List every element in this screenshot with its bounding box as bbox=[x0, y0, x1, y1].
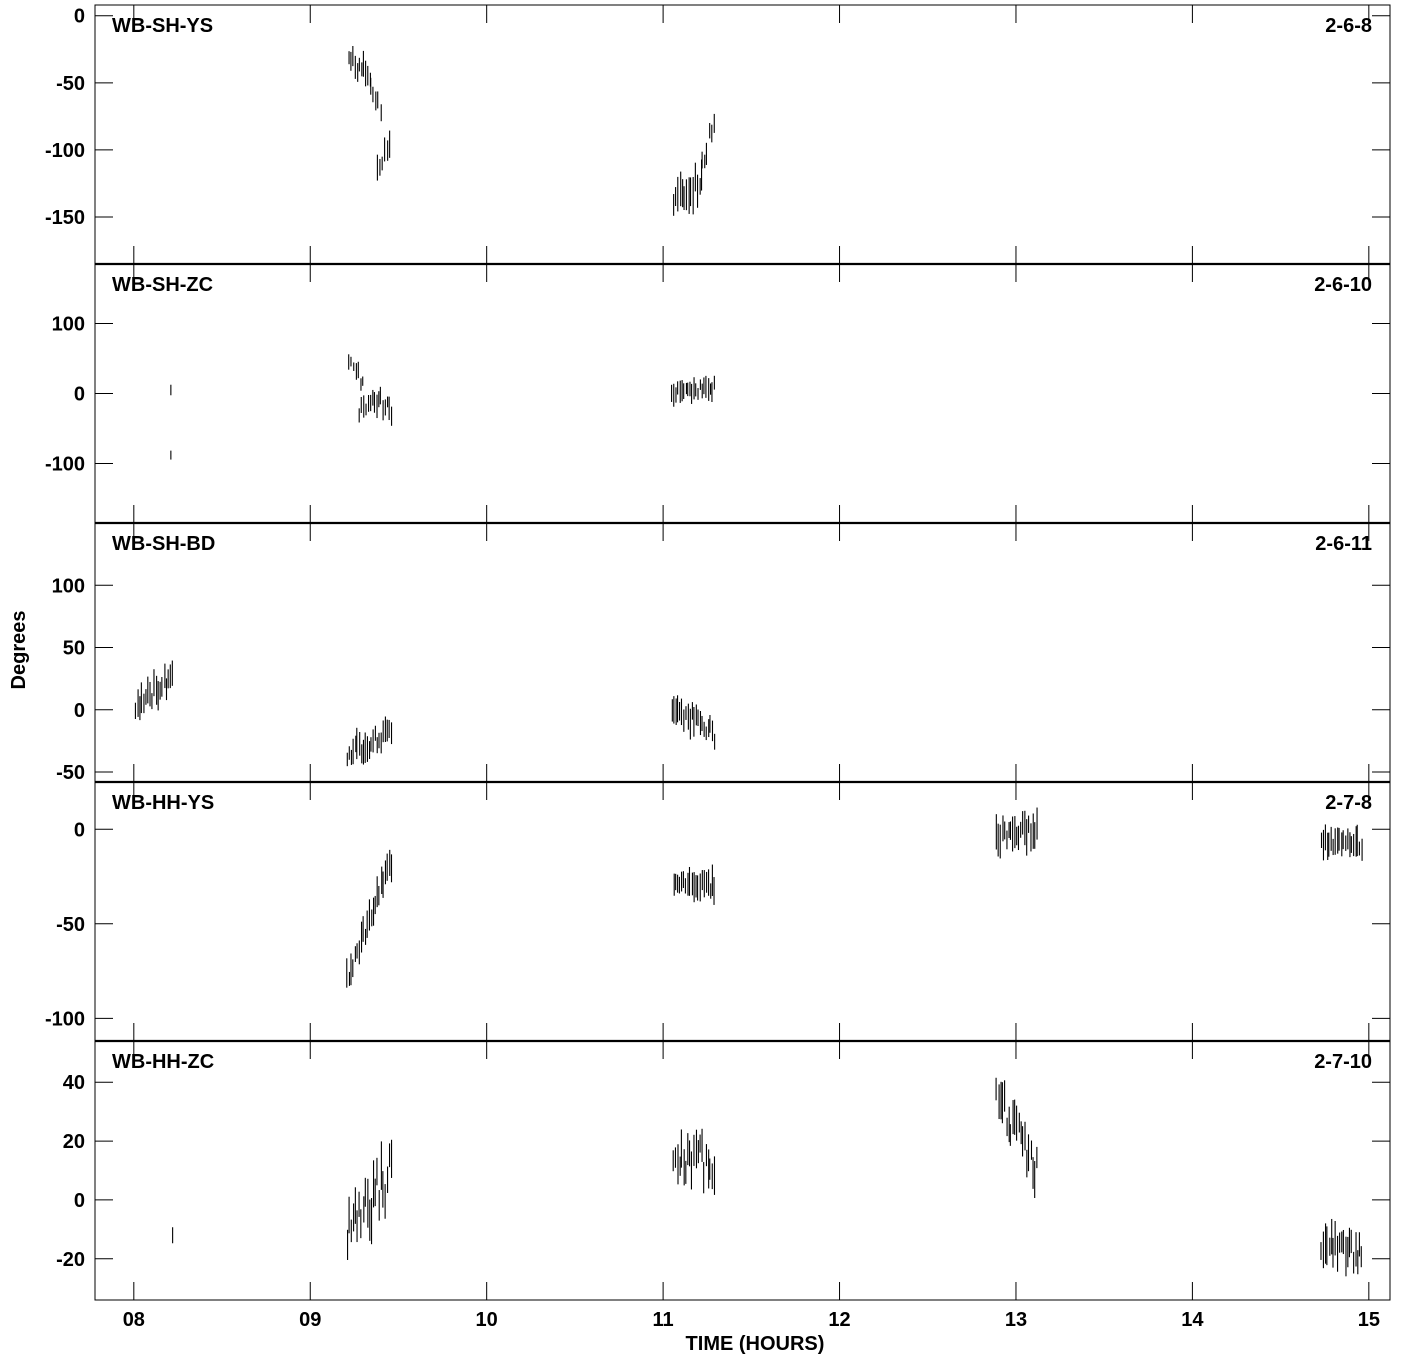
x-tick-label: 13 bbox=[1005, 1309, 1027, 1331]
x-tick-label: 11 bbox=[653, 1309, 674, 1331]
y-tick-label: 0 bbox=[74, 6, 85, 28]
y-tick-label: 0 bbox=[74, 819, 85, 841]
panel-frame bbox=[94, 263, 1391, 524]
data-bars bbox=[346, 807, 1363, 988]
x-tick-label: 15 bbox=[1358, 1309, 1380, 1331]
x-tick-label: 10 bbox=[476, 1309, 498, 1331]
y-tick-label: 20 bbox=[63, 1131, 85, 1153]
panel-frame bbox=[94, 781, 1391, 1042]
y-tick-label: 40 bbox=[63, 1072, 85, 1094]
panel-wb-hh-ys: 0 -50 -100 WB-HH-YS 2-7-8 bbox=[45, 780, 1391, 1042]
data-bars bbox=[134, 660, 716, 767]
y-tick-label: 50 bbox=[63, 638, 85, 660]
y-tick-label: 0 bbox=[74, 700, 85, 722]
panel-wb-sh-zc: 100 0 -100 WB-SH-ZC 2-6-10 bbox=[45, 262, 1391, 524]
data-bars bbox=[348, 46, 715, 216]
x-tick-label: 08 bbox=[123, 1309, 145, 1331]
baseline-id: 2-7-8 bbox=[1325, 792, 1372, 814]
y-tick-label: -100 bbox=[45, 1008, 85, 1030]
panel-frame bbox=[94, 4, 1391, 265]
y-axis-title: Degrees bbox=[8, 611, 30, 690]
baseline-id: 2-6-10 bbox=[1314, 274, 1372, 296]
y-tick-label: -100 bbox=[45, 140, 85, 162]
y-tick-label: 100 bbox=[52, 314, 85, 336]
panels: 0 -50 -100 -150 WB-SH-YS 2-6-8 100 0 -100 WB-SH-Z… bbox=[45, 4, 1391, 1301]
baseline-id: 2-7-10 bbox=[1314, 1051, 1372, 1073]
y-tick-label: -100 bbox=[45, 454, 85, 476]
baseline-label: WB-SH-ZC bbox=[112, 274, 213, 296]
y-tick-label: -20 bbox=[56, 1249, 85, 1271]
data-bars bbox=[170, 354, 715, 460]
panel-wb-sh-bd: 100 50 0 -50 WB-SH-BD 2-6-11 bbox=[52, 521, 1391, 784]
y-tick-label: -50 bbox=[56, 762, 85, 784]
baseline-label: WB-SH-BD bbox=[112, 533, 215, 555]
panel-wb-hh-zc: 40 20 0 -20 WB-HH-ZC 2-7-10 bbox=[56, 1039, 1391, 1301]
data-bars bbox=[172, 1077, 1362, 1277]
x-tick-label: 09 bbox=[299, 1309, 321, 1331]
panel-wb-sh-ys: 0 -50 -100 -150 WB-SH-YS 2-6-8 bbox=[45, 4, 1391, 265]
y-tick-label: 0 bbox=[74, 1190, 85, 1212]
x-axis-title: TIME (HOURS) bbox=[686, 1333, 825, 1355]
x-axis-tick-labels: 08 09 10 11 12 13 14 15 bbox=[123, 1309, 1380, 1331]
y-tick-label: 0 bbox=[74, 384, 85, 406]
y-tick-label: -50 bbox=[56, 914, 85, 936]
baseline-label: WB-HH-YS bbox=[112, 792, 214, 814]
panel-frame bbox=[94, 522, 1391, 783]
panel-frame bbox=[94, 1040, 1391, 1301]
baseline-label: WB-HH-ZC bbox=[112, 1051, 214, 1073]
x-tick-label: 12 bbox=[828, 1309, 850, 1331]
y-tick-label: -50 bbox=[56, 73, 85, 95]
baseline-id: 2-6-8 bbox=[1325, 15, 1372, 37]
y-tick-label: 100 bbox=[52, 575, 85, 597]
x-tick-label: 14 bbox=[1181, 1309, 1204, 1331]
baseline-label: WB-SH-YS bbox=[112, 15, 213, 37]
baseline-id: 2-6-11 bbox=[1315, 533, 1372, 555]
y-tick-label: -150 bbox=[45, 207, 85, 229]
